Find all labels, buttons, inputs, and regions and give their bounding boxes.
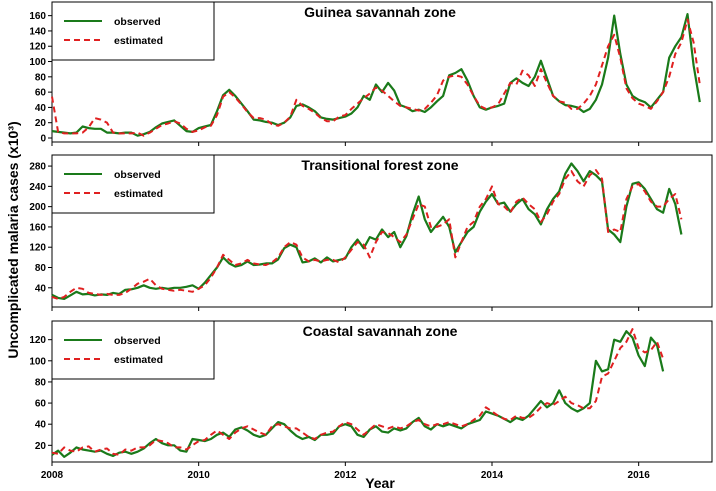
y-tick-label: 40 xyxy=(35,420,47,431)
x-axis-ticks: 2008 2010 2012 2014 2016 xyxy=(41,470,650,481)
panel-1: 0 20 40 60 80 100 120 140 160 Guinea savannah zon… xyxy=(29,1,713,146)
legend-box xyxy=(51,320,215,380)
y-tick-label: 0 xyxy=(40,134,46,145)
legend-label-observed: observed xyxy=(114,169,161,181)
y-tick-label: 100 xyxy=(29,356,46,367)
y-tick-label: 80 xyxy=(35,263,47,274)
x-tick-label: 2016 xyxy=(628,470,651,481)
y-tick-label: 120 xyxy=(29,335,46,346)
panel-2: 40 80 120 160 200 240 280 Transitional forest z… xyxy=(29,154,713,311)
y-tick-label: 20 xyxy=(35,441,47,452)
legend-label-estimated: estimated xyxy=(114,188,163,200)
legend-label-estimated: estimated xyxy=(114,354,163,366)
y-tick-label: 40 xyxy=(35,103,47,114)
y-tick-label: 60 xyxy=(35,399,47,410)
y-tick-label: 60 xyxy=(35,88,47,99)
legend-label-observed: observed xyxy=(114,16,161,28)
series-line-observed xyxy=(51,330,665,458)
panel-title: Transitional forest zone xyxy=(301,157,458,173)
y-axis-title: Uncomplicated malaria cases (x10³) xyxy=(5,121,21,358)
chart-panels: 0 20 40 60 80 100 120 140 160 Guinea savannah zon… xyxy=(29,1,713,466)
legend: observed estimated xyxy=(51,154,215,214)
panel-frame xyxy=(51,154,713,308)
series-line-estimated xyxy=(51,328,665,456)
y-tick-label: 160 xyxy=(29,11,46,22)
y-tick-label: 80 xyxy=(35,377,47,388)
y-tick-label: 20 xyxy=(35,118,47,129)
series-line-estimated xyxy=(51,169,683,300)
x-tick-label: 2014 xyxy=(481,470,504,481)
legend: observed estimated xyxy=(51,1,215,61)
y-tick-label: 160 xyxy=(29,222,46,233)
y-tick-label: 40 xyxy=(35,283,47,294)
series-line-observed xyxy=(51,162,683,300)
x-tick-label: 2010 xyxy=(188,470,211,481)
y-tick-label: 100 xyxy=(29,57,46,68)
legend-label-observed: observed xyxy=(114,335,161,347)
panel-title: Guinea savannah zone xyxy=(304,4,456,20)
y-tick-label: 200 xyxy=(29,202,46,213)
legend-box xyxy=(51,1,215,61)
y-tick-label: 80 xyxy=(35,72,47,83)
y-tick-label: 120 xyxy=(29,42,46,53)
legend: observed estimated xyxy=(51,320,215,380)
legend-box xyxy=(51,154,215,214)
y-tick-label: 280 xyxy=(29,162,46,173)
panel-frame xyxy=(51,1,713,143)
y-tick-label: 140 xyxy=(29,26,46,37)
panel-title: Coastal savannah zone xyxy=(303,323,458,339)
x-tick-label: 2012 xyxy=(334,470,357,481)
y-tick-label: 240 xyxy=(29,182,46,193)
y-tick-label: 120 xyxy=(29,243,46,254)
x-axis-title: Year xyxy=(365,475,395,491)
x-tick-label: 2008 xyxy=(41,470,64,481)
legend-label-estimated: estimated xyxy=(114,35,163,47)
series-line-observed xyxy=(51,13,701,137)
panel-3: 20 40 60 80 100 120 Coastal savannah zone obser… xyxy=(29,320,713,466)
series-line-estimated xyxy=(51,18,701,137)
panel-frame xyxy=(51,320,713,463)
